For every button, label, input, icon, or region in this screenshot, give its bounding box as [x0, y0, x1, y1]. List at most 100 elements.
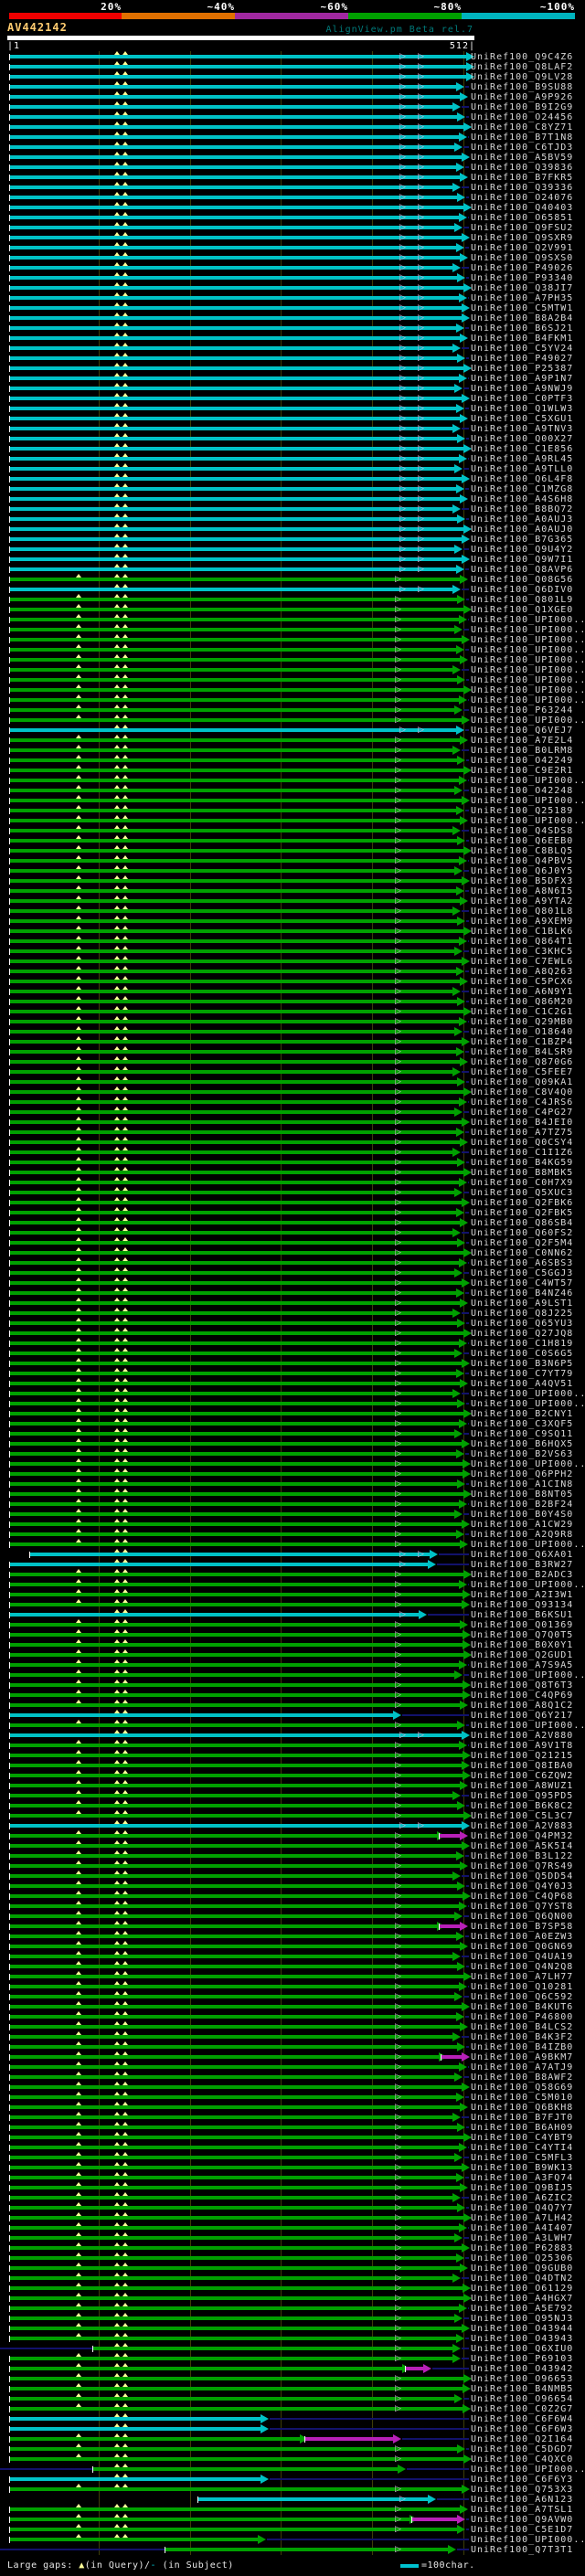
alignment-bar-segment[interactable] [9, 2146, 459, 2149]
alignment-row[interactable]: ▷ UniRef100_C9E2R1 [0, 765, 585, 776]
alignment-row[interactable]: ▷ UniRef100_B5DFX3 [0, 875, 585, 886]
alignment-bar-segment[interactable] [9, 1713, 393, 1717]
alignment-bar-segment[interactable] [9, 1794, 452, 1797]
alignment-row[interactable]: ▷ UniRef100_A9BKM7 [0, 2051, 585, 2062]
hit-label[interactable]: UniRef100_Q40403 [471, 203, 574, 213]
alignment-bar-segment[interactable] [9, 2256, 456, 2260]
alignment-row[interactable]: ▷ UniRef100_C1BZP4 [0, 1036, 585, 1047]
hit-label[interactable]: UniRef100_C1I1Z6 [471, 1148, 574, 1158]
hit-label[interactable]: UniRef100_Q7Q0T5 [471, 1630, 574, 1640]
alignment-row[interactable]: ▷ ▷ UniRef100_Q9U4Y2 [0, 544, 585, 555]
alignment-bar-segment[interactable] [9, 1331, 463, 1335]
alignment-row[interactable]: ▷ UniRef100_C7EWL6 [0, 956, 585, 967]
hit-label[interactable]: UniRef100_C5MTW1 [471, 303, 574, 313]
alignment-bar-segment[interactable] [9, 738, 460, 742]
alignment-row[interactable]: ▷ ▷ UniRef100_Q40403 [0, 202, 585, 213]
hit-label[interactable]: UniRef100_C5L3C7 [471, 1811, 574, 1821]
hit-label[interactable]: UniRef100_A7ATJ9 [471, 2062, 574, 2072]
alignment-bar-segment[interactable] [9, 598, 457, 601]
alignment-row[interactable]: UniRef100_C6F6Y3 [0, 2474, 585, 2485]
alignment-row[interactable]: ▷ ▷ UniRef100_Q00X27 [0, 433, 585, 444]
hit-label[interactable]: UniRef100_A9XEM9 [471, 917, 574, 927]
alignment-bar-segment[interactable] [9, 2075, 454, 2079]
alignment-bar-segment[interactable] [9, 2105, 460, 2109]
alignment-row[interactable]: ▷ UniRef100_B0Y4S0 [0, 1509, 585, 1520]
alignment-bar-segment[interactable] [9, 2407, 463, 2411]
hit-label[interactable]: UniRef100_C7EWL6 [471, 957, 574, 967]
alignment-row[interactable]: ▷ UniRef100_Q5XUC3 [0, 1187, 585, 1198]
alignment-row[interactable]: ▷ UniRef100_Q4UA19 [0, 1951, 585, 1962]
alignment-row[interactable]: ▷ UniRef100_B7FJT0 [0, 2112, 585, 2123]
alignment-row[interactable]: ▷ UniRef100_B2BF24 [0, 1499, 585, 1510]
alignment-row[interactable]: ▷ UniRef100_C4QP68 [0, 1891, 585, 1902]
alignment-row[interactable]: ▷ UniRef100_Q7YST8 [0, 1901, 585, 1912]
hit-label[interactable]: UniRef100_P49026 [471, 263, 574, 273]
hit-label[interactable]: UniRef100_A6ZIC2 [471, 2193, 574, 2203]
alignment-row[interactable]: ▷ UniRef100_A8Q1C2 [0, 1700, 585, 1711]
alignment-bar-segment[interactable] [9, 1251, 463, 1255]
alignment-bar-segment[interactable] [9, 567, 456, 571]
hit-label[interactable]: UniRef100_Q4DTN2 [471, 2274, 574, 2284]
alignment-row[interactable]: ▷ UniRef100_Q6C592 [0, 1991, 585, 2002]
hit-label[interactable]: UniRef100_C4QXC0 [471, 2454, 574, 2465]
hit-label[interactable]: UniRef100_Q29MB0 [471, 1017, 574, 1027]
alignment-bar-segment[interactable] [9, 557, 462, 561]
hit-label[interactable]: UniRef100_Q4N2Q8 [471, 1962, 574, 1972]
hit-label[interactable]: UniRef100_UPI000.. [471, 615, 585, 625]
hit-label[interactable]: UniRef100_O61129 [471, 2284, 574, 2294]
alignment-row[interactable]: ▷ ▷ UniRef100_Q39336 [0, 182, 585, 193]
alignment-bar-segment[interactable] [9, 316, 462, 320]
alignment-bar-segment[interactable] [9, 85, 456, 89]
alignment-bar-segment[interactable] [9, 2306, 459, 2310]
alignment-bar-segment[interactable] [9, 769, 463, 772]
alignment-row[interactable]: ▷ UniRef100_C0H7X9 [0, 1177, 585, 1188]
hit-label[interactable]: UniRef100_C5MFL3 [471, 2153, 574, 2163]
alignment-row[interactable]: ▷ ▷ UniRef100_Q9SXR9 [0, 232, 585, 243]
alignment-row[interactable]: ▷ UniRef100_C3XQF5 [0, 1418, 585, 1429]
hit-label[interactable]: UniRef100_A6N9Y1 [471, 987, 574, 997]
alignment-row[interactable]: ▷ UniRef100_C9SQ11 [0, 1428, 585, 1439]
alignment-bar-segment[interactable] [9, 1583, 459, 1586]
alignment-bar-segment[interactable] [9, 1000, 457, 1003]
alignment-row[interactable]: ▷ UniRef100_A7E2L4 [0, 735, 585, 746]
alignment-bar-segment[interactable] [9, 1653, 463, 1657]
alignment-row[interactable]: ▷ ▷ UniRef100_C0PTF3 [0, 393, 585, 404]
hit-label[interactable]: UniRef100_Q9LV28 [471, 72, 574, 82]
hit-label[interactable]: UniRef100_A9V1T8 [471, 1741, 574, 1751]
hit-label[interactable]: UniRef100_UPI000.. [471, 675, 585, 685]
hit-label[interactable]: UniRef100_B7SP58 [471, 1922, 574, 1932]
hit-label[interactable]: UniRef100_C6ZQW2 [471, 1771, 574, 1781]
alignment-bar-segment[interactable] [9, 1955, 452, 1958]
hit-label[interactable]: UniRef100_P46800 [471, 2012, 574, 2022]
alignment-row[interactable]: ▷ UniRef100_C4QP69 [0, 1690, 585, 1701]
alignment-bar-segment[interactable] [9, 2477, 261, 2481]
alignment-row[interactable]: ▷ ▷ UniRef100_A7PH35 [0, 292, 585, 303]
hit-label[interactable]: UniRef100_O42249 [471, 756, 574, 766]
alignment-row[interactable]: ▷ UniRef100_Q95PD5 [0, 1790, 585, 1801]
hit-label[interactable]: UniRef100_Q6XA01 [471, 1550, 574, 1560]
alignment-bar-segment[interactable] [29, 1553, 430, 1556]
alignment-bar-segment[interactable] [9, 879, 462, 883]
hit-label[interactable]: UniRef100_Q6J0Y5 [471, 866, 574, 876]
alignment-bar-segment[interactable] [9, 256, 460, 260]
alignment-row[interactable]: ▷ UniRef100_Q870G6 [0, 1056, 585, 1067]
alignment-row[interactable]: ▷ UniRef100_A8N6I5 [0, 885, 585, 896]
alignment-row[interactable]: ▷ UniRef100_Q29MB0 [0, 1016, 585, 1027]
alignment-bar-segment[interactable] [9, 1824, 462, 1828]
alignment-bar-segment[interactable] [9, 688, 463, 692]
alignment-bar-segment[interactable] [9, 65, 466, 69]
alignment-row[interactable]: ▷ UniRef100_Q753X3 [0, 2484, 585, 2495]
alignment-bar-segment[interactable] [9, 346, 452, 350]
alignment-bar-segment[interactable] [9, 2136, 463, 2139]
alignment-bar-segment[interactable] [9, 186, 452, 189]
hit-label[interactable]: UniRef100_P62883 [471, 2243, 574, 2253]
alignment-bar-segment[interactable] [439, 1924, 460, 1928]
hit-label[interactable]: UniRef100_Q4Q7Y7 [471, 2203, 574, 2213]
alignment-bar-segment[interactable] [9, 517, 457, 521]
hit-label[interactable]: UniRef100_A9TLL0 [471, 464, 574, 474]
alignment-row[interactable]: ▷ ▷ UniRef100_Q9SXS0 [0, 252, 585, 263]
alignment-row[interactable]: ▷ UniRef100_B4KUT6 [0, 2001, 585, 2012]
alignment-bar-segment[interactable] [9, 608, 463, 611]
hit-label[interactable]: UniRef100_Q9SXR9 [471, 233, 574, 243]
hit-label[interactable]: UniRef100_A7LH42 [471, 2213, 574, 2223]
